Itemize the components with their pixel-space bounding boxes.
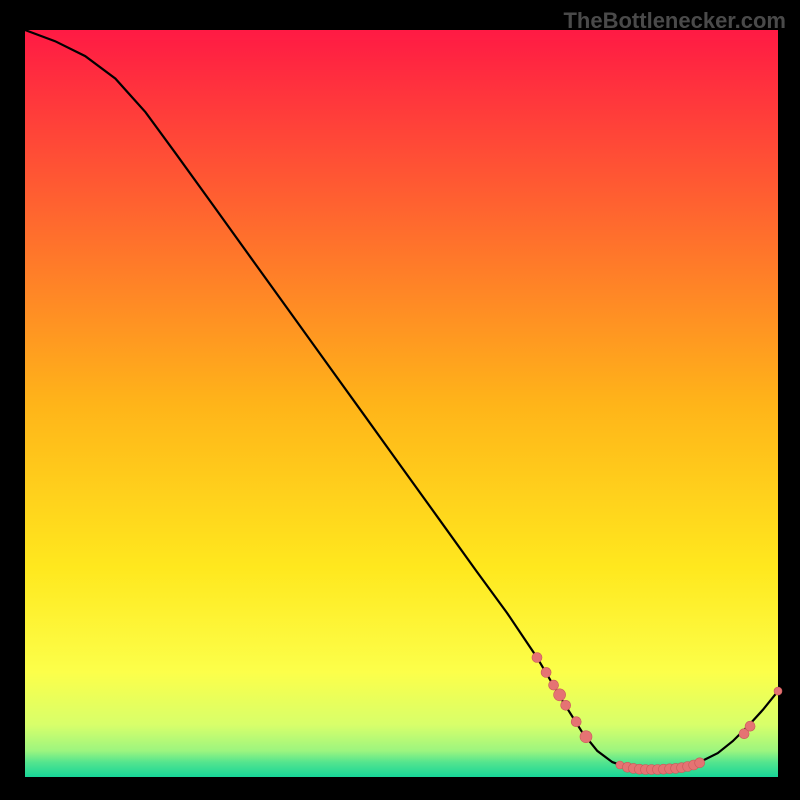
chart-container: { "watermark": { "text": "TheBottlenecke… xyxy=(0,0,800,800)
watermark-text: TheBottlenecker.com xyxy=(563,8,786,34)
plot-area xyxy=(25,30,778,777)
